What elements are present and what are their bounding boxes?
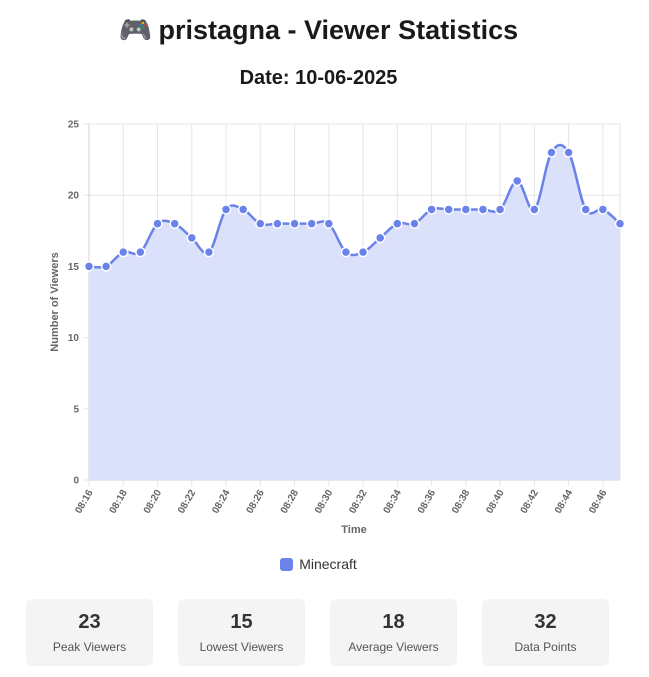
page-title: 🎮 pristagna - Viewer Statistics [0, 14, 637, 46]
x-tick-label: 08:32 [347, 488, 370, 516]
data-point [614, 218, 626, 229]
data-point [374, 232, 386, 244]
x-tick-label: 08:38 [450, 488, 473, 516]
data-point [83, 261, 95, 272]
y-tick-label: 10 [68, 333, 80, 344]
data-point [494, 204, 506, 215]
data-point [546, 147, 557, 158]
y-tick-label: 25 [68, 120, 80, 131]
x-tick-label: 08:18 [108, 488, 131, 516]
data-point [186, 232, 198, 244]
page-title-text: pristagna - Viewer Statistics [158, 15, 519, 45]
data-point [357, 246, 369, 258]
data-point [443, 204, 454, 215]
date-label: Date: 10-06-2025 [239, 67, 398, 89]
data-point [289, 218, 300, 229]
data-point [511, 175, 523, 187]
data-point [118, 246, 129, 258]
stat-card-peak: 23 Peak Viewers [26, 599, 153, 666]
x-tick-label: 08:30 [313, 488, 336, 516]
data-point [220, 204, 232, 215]
stat-card-lowest: 15 Lowest Viewers [178, 599, 305, 666]
x-tick-label: 08:26 [245, 488, 268, 516]
stat-value-lowest: 15 [230, 611, 253, 633]
x-tick-label: 08:40 [484, 488, 507, 516]
data-point [306, 218, 317, 229]
series-area-minecraft [89, 145, 620, 480]
data-point [237, 204, 249, 215]
data-point [409, 218, 420, 229]
x-tick-label: 08:42 [519, 488, 542, 516]
data-point [563, 147, 574, 158]
data-point [597, 204, 609, 215]
stat-label-datapoints: Data Points [514, 640, 577, 654]
stat-card-datapoints: 32 Data Points [482, 599, 609, 666]
chart-points-layer [83, 147, 626, 272]
x-tick-label: 08:28 [279, 488, 302, 516]
data-point [460, 204, 472, 215]
x-tick-label: 08:16 [73, 488, 96, 516]
legend-swatch-minecraft [280, 558, 294, 571]
y-tick-label: 20 [68, 191, 80, 202]
data-point [477, 204, 489, 215]
data-point [152, 218, 163, 229]
data-point [323, 218, 335, 229]
viewer-chart: 0 5 10 15 20 25 08:16 08:18 08:20 08:22 08:24 08:26… [49, 120, 626, 536]
y-tick-label: 15 [68, 262, 80, 273]
data-point [426, 204, 437, 215]
x-tick-label: 08:36 [416, 488, 439, 516]
x-tick-label: 08:20 [142, 488, 165, 516]
y-tick-label: 0 [73, 476, 79, 487]
chart-legend[interactable]: Minecraft [0, 556, 637, 572]
data-point [255, 218, 266, 229]
x-tick-label: 08:22 [176, 488, 199, 516]
y-tick-label: 5 [73, 404, 79, 415]
stat-label-peak: Peak Viewers [52, 640, 127, 654]
stat-label-lowest: Lowest Viewers [199, 640, 284, 654]
x-tick-label: 08:24 [210, 488, 233, 516]
x-tick-label: 08:46 [587, 488, 610, 516]
x-tick-label: 08:44 [553, 488, 576, 516]
stat-value-peak: 23 [78, 611, 101, 633]
stat-value-average: 18 [382, 611, 405, 633]
data-point [169, 218, 180, 229]
x-tick-label: 08:34 [382, 488, 405, 516]
legend-label-minecraft: Minecraft [299, 556, 357, 572]
data-point [135, 246, 146, 258]
stat-card-average: 18 Average Viewers [330, 599, 457, 666]
data-point [529, 204, 540, 215]
data-point [203, 246, 215, 258]
data-point [272, 218, 283, 229]
y-axis-title: Number of Viewers [49, 252, 61, 351]
gamepad-icon: 🎮 [118, 15, 153, 46]
data-point [340, 246, 352, 258]
data-point [100, 261, 112, 272]
x-axis-title: Time [341, 524, 366, 536]
stat-value-datapoints: 32 [534, 611, 557, 633]
data-point [580, 204, 591, 215]
stat-label-average: Average Viewers [348, 640, 439, 654]
stats-row: 23 Peak Viewers 15 Lowest Viewers 18 Ave… [26, 599, 610, 666]
data-point [392, 218, 403, 229]
